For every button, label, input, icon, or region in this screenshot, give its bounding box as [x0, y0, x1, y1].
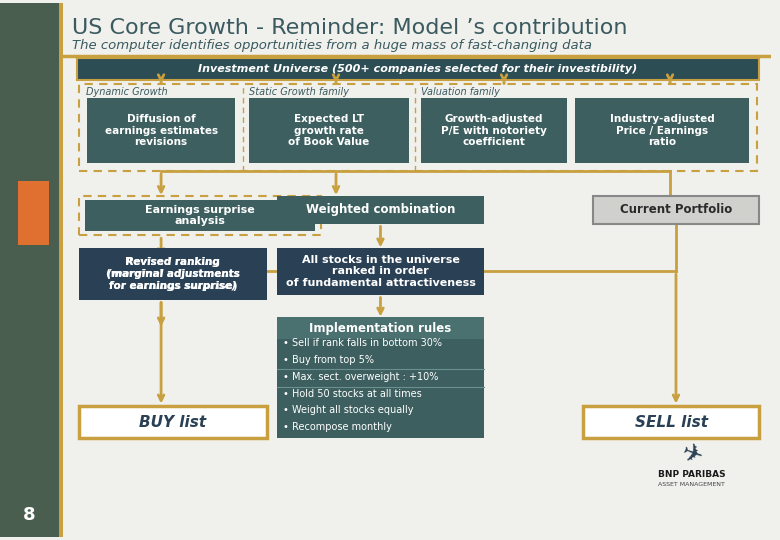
FancyBboxPatch shape — [593, 196, 759, 224]
FancyBboxPatch shape — [18, 181, 49, 245]
Text: BNP PARIBAS: BNP PARIBAS — [658, 470, 725, 479]
Text: SELL list: SELL list — [634, 415, 707, 430]
Text: Revised ranking
(marginal adjustments
for earnings surprise): Revised ranking (marginal adjustments fo… — [106, 258, 240, 291]
Text: Current Portfolio: Current Portfolio — [620, 203, 732, 216]
Text: Static Growth family: Static Growth family — [249, 87, 349, 97]
Text: The computer identifies opportunities from a huge mass of fast-changing data: The computer identifies opportunities fr… — [72, 39, 592, 52]
Text: • Weight all stocks equally: • Weight all stocks equally — [282, 406, 413, 415]
Text: ASSET MANAGEMENT: ASSET MANAGEMENT — [658, 482, 725, 487]
Text: All stocks in the universe
ranked in order
of fundamental attractiveness: All stocks in the universe ranked in ord… — [285, 255, 476, 288]
Text: Implementation rules: Implementation rules — [310, 322, 452, 335]
FancyBboxPatch shape — [79, 407, 267, 438]
FancyBboxPatch shape — [249, 98, 410, 163]
FancyBboxPatch shape — [87, 98, 236, 163]
Text: • Sell if rank falls in bottom 30%: • Sell if rank falls in bottom 30% — [282, 338, 441, 348]
Text: Dynamic Growth: Dynamic Growth — [86, 87, 168, 97]
Text: Investment Universe (500+ companies selected for their investibility): Investment Universe (500+ companies sele… — [198, 64, 638, 74]
FancyBboxPatch shape — [421, 98, 567, 163]
Text: Expected LT
growth rate
of Book Value: Expected LT growth rate of Book Value — [289, 114, 370, 147]
Text: US Core Growth - Reminder: Model ’s contribution: US Core Growth - Reminder: Model ’s cont… — [72, 18, 628, 38]
FancyBboxPatch shape — [583, 407, 759, 438]
FancyBboxPatch shape — [277, 196, 484, 224]
Text: • Hold 50 stocks at all times: • Hold 50 stocks at all times — [282, 389, 421, 399]
Text: ✈: ✈ — [678, 440, 706, 470]
Text: Industry-adjusted
Price / Earnings
ratio: Industry-adjusted Price / Earnings ratio — [610, 114, 714, 147]
Text: Valuation family: Valuation family — [421, 87, 500, 97]
Text: Earnings surprise
analysis: Earnings surprise analysis — [145, 205, 255, 226]
FancyBboxPatch shape — [79, 248, 267, 300]
Text: • Recompose monthly: • Recompose monthly — [282, 422, 392, 432]
Text: Revised ranking
(marginal adjustments
for earnings surprise): Revised ranking (marginal adjustments fo… — [107, 258, 239, 291]
FancyBboxPatch shape — [85, 200, 315, 232]
FancyBboxPatch shape — [277, 248, 484, 295]
FancyBboxPatch shape — [575, 98, 749, 163]
Text: • Buy from top 5%: • Buy from top 5% — [282, 355, 374, 365]
Polygon shape — [0, 3, 62, 537]
FancyBboxPatch shape — [277, 318, 484, 339]
Text: • Max. sect. overweight : +10%: • Max. sect. overweight : +10% — [282, 372, 438, 382]
FancyBboxPatch shape — [277, 333, 484, 438]
Polygon shape — [59, 3, 63, 537]
Text: Diffusion of
earnings estimates
revisions: Diffusion of earnings estimates revision… — [105, 114, 218, 147]
Text: BUY list: BUY list — [140, 415, 207, 430]
Text: Growth-adjusted
P/E with notoriety
coefficient: Growth-adjusted P/E with notoriety coeff… — [441, 114, 547, 147]
Text: Weighted combination: Weighted combination — [306, 203, 456, 216]
FancyBboxPatch shape — [77, 58, 759, 80]
Text: 8: 8 — [23, 506, 36, 524]
